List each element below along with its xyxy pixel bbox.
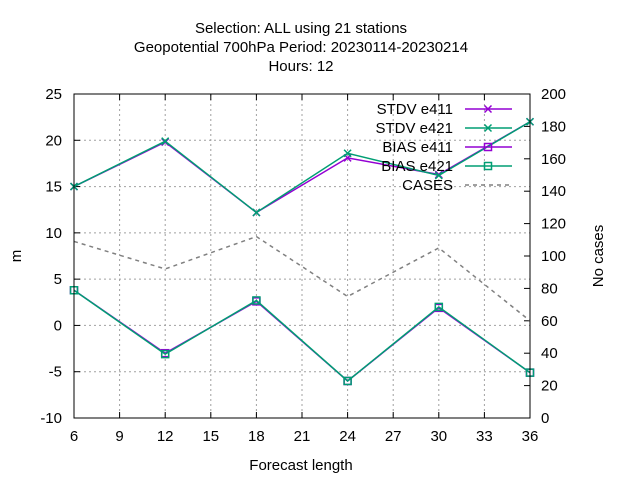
y2-tick-label: 80 — [541, 280, 558, 297]
x-tick-label: 30 — [430, 428, 447, 445]
y2-tick-label: 140 — [541, 183, 566, 200]
data-point-square-marker — [483, 142, 493, 152]
x-axis-label: Forecast length — [249, 457, 352, 474]
y-tick-label: -10 — [40, 410, 62, 427]
legend-entry: BIAS e421 — [381, 158, 512, 175]
x-tick-label: 18 — [248, 428, 265, 445]
chart-title-line-2: Geopotential 700hPa Period: 20230114-202… — [134, 39, 468, 56]
y-tick-label: -5 — [49, 364, 62, 381]
data-point-square-marker — [483, 161, 493, 171]
y2-axis-ticks: 0 20 40 60 80 100 120 140 160 180 200 — [524, 86, 566, 427]
chart-title-line-3: Hours: 12 — [268, 58, 333, 75]
data-point-x-marker — [161, 137, 170, 146]
y2-tick-label: 100 — [541, 248, 566, 265]
data-point-x-marker — [343, 149, 352, 158]
data-point-square-marker — [434, 302, 444, 312]
series-stdv-e421 — [69, 117, 535, 217]
legend-entry: BIAS e411 — [382, 139, 512, 156]
y2-tick-label: 160 — [541, 151, 566, 168]
y2-tick-label: 180 — [541, 118, 566, 135]
legend-entry: STDV e421 — [375, 120, 512, 137]
x-tick-label: 6 — [70, 428, 78, 445]
legend-entry: STDV e411 — [377, 101, 512, 118]
y2-tick-label: 60 — [541, 313, 558, 330]
y2-tick-label: 40 — [541, 345, 558, 362]
x-tick-label: 27 — [385, 428, 402, 445]
chart-title: Selection: ALL using 21 stations Geopote… — [134, 20, 468, 75]
data-point-square-marker — [160, 349, 170, 359]
x-axis-ticks: 6 9 12 15 18 21 24 27 30 33 36 — [70, 94, 539, 445]
legend-label: BIAS e421 — [381, 158, 453, 175]
y-axis-ticks: -10 -5 0 5 10 15 20 25 — [40, 86, 80, 427]
y2-tick-label: 20 — [541, 378, 558, 395]
legend-label: CASES — [402, 177, 453, 194]
y-axis-label: m — [8, 250, 25, 263]
data-point-x-marker — [252, 208, 261, 217]
y-tick-label: 10 — [45, 225, 62, 242]
y2-axis-label: No cases — [590, 225, 607, 288]
x-tick-label: 33 — [476, 428, 493, 445]
x-tick-label: 36 — [522, 428, 539, 445]
grid — [74, 94, 530, 418]
y-tick-label: 15 — [45, 179, 62, 196]
x-tick-label: 12 — [157, 428, 174, 445]
y-tick-label: 5 — [54, 271, 62, 288]
legend-label: STDV e411 — [377, 101, 453, 118]
y2-tick-label: 200 — [541, 86, 566, 103]
data-point-x-marker — [434, 171, 443, 180]
series-line — [73, 289, 531, 382]
y2-tick-label: 120 — [541, 216, 566, 233]
data-point-square-marker — [252, 296, 261, 305]
x-tick-label: 24 — [339, 428, 356, 445]
legend-entry: CASES — [402, 177, 512, 194]
y-tick-label: 0 — [54, 317, 62, 334]
y-tick-label: 20 — [45, 132, 62, 149]
series-stdv-e411 — [69, 117, 535, 217]
y2-tick-label: 0 — [541, 410, 549, 427]
legend-label: STDV e421 — [375, 120, 453, 137]
data-point-square-marker — [343, 376, 352, 386]
legend: STDV e411 STDV e421 BIAS e411 BIAS e421 CASE… — [375, 101, 512, 194]
series-line — [73, 121, 531, 214]
data-point-x-marker — [483, 104, 493, 114]
data-point-x-marker — [483, 123, 493, 133]
plot-frame — [73, 93, 531, 419]
y-tick-label: 25 — [45, 86, 62, 103]
chart-title-line-1: Selection: ALL using 21 stations — [195, 20, 407, 37]
x-tick-label: 15 — [202, 428, 219, 445]
x-tick-label: 9 — [115, 428, 123, 445]
legend-label: BIAS e411 — [382, 139, 453, 156]
x-tick-label: 21 — [294, 428, 311, 445]
